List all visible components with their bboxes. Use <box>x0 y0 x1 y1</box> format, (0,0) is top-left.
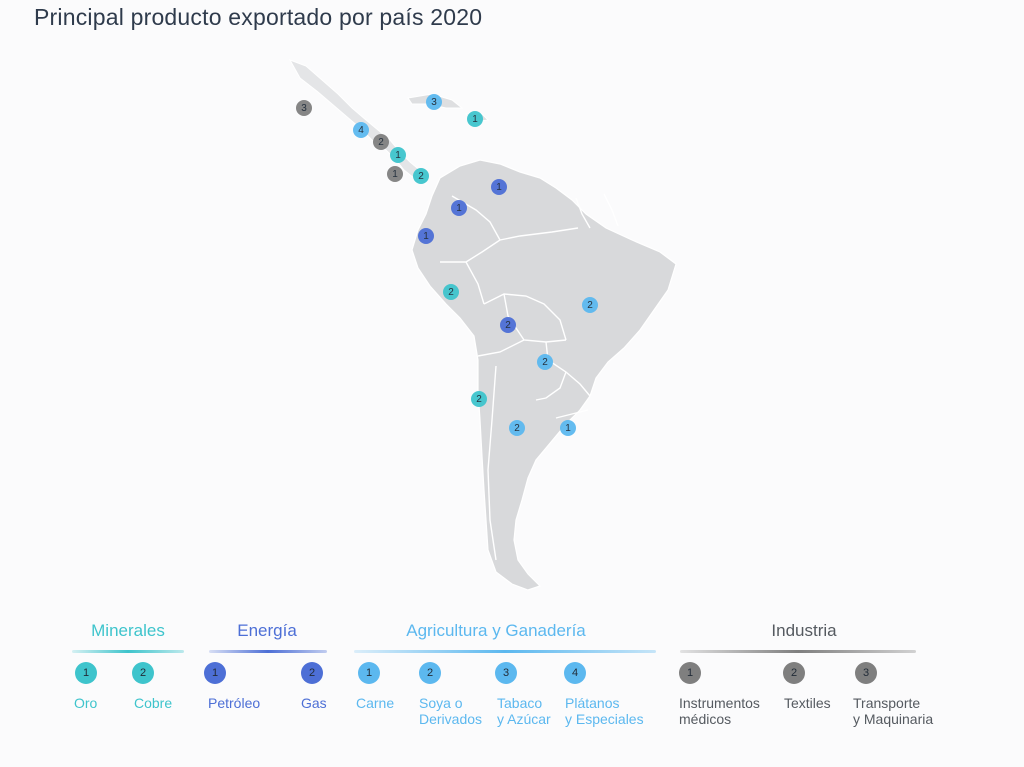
legend-title-industria: Industria <box>771 621 837 640</box>
map-marker-label: 2 <box>418 171 424 182</box>
map-marker-label: 4 <box>358 125 364 136</box>
map-marker-agricultura-2: 2 <box>509 420 525 436</box>
map-marker-agricultura-2: 2 <box>582 297 598 313</box>
legend-dot-textiles: 2 <box>783 662 805 684</box>
map-marker-energia-1: 1 <box>451 200 467 216</box>
legend-label-textiles: Textiles <box>784 695 831 711</box>
legend-label-carne: Carne <box>356 695 395 711</box>
central-america-land <box>288 59 427 185</box>
map-marker-circle <box>418 228 434 244</box>
map-marker-agricultura-2: 2 <box>537 354 553 370</box>
legend-dot-petroleo: 1 <box>204 662 226 684</box>
map-marker-label: 1 <box>496 182 502 193</box>
map-marker-label: 2 <box>542 357 548 368</box>
legend-label-instrumentos: Instrumentos médicos <box>679 695 760 727</box>
legend-dot-cobre: 2 <box>132 662 154 684</box>
map-marker-agricultura-3: 3 <box>426 94 442 110</box>
map-marker-circle <box>426 94 442 110</box>
map-marker-label: 1 <box>456 203 462 214</box>
legend-line-energia <box>209 650 327 653</box>
map-marker-label: 3 <box>431 97 437 108</box>
map-marker-label: 1 <box>423 231 429 242</box>
map-marker-industria-2: 2 <box>373 134 389 150</box>
legend-dot-oro: 1 <box>75 662 97 684</box>
legend-label-cobre: Cobre <box>134 695 173 711</box>
map-marker-circle <box>537 354 553 370</box>
legend-dot-platanos: 4 <box>564 662 586 684</box>
map-marker-circle <box>387 166 403 182</box>
landmass <box>288 59 677 591</box>
map-marker-circle <box>467 111 483 127</box>
legend-label-oro: Oro <box>74 695 98 711</box>
map-marker-circle <box>353 122 369 138</box>
map-marker-label: 2 <box>505 320 511 331</box>
south-america-land <box>411 159 677 591</box>
map-marker-circle <box>373 134 389 150</box>
map-marker-label: 1 <box>472 114 478 125</box>
legend-title-minerales: Minerales <box>91 621 165 640</box>
map-marker-minerales-1: 1 <box>390 147 406 163</box>
legend-title-agricultura: Agricultura y Ganadería <box>406 621 586 640</box>
map-marker-label: 2 <box>378 137 384 148</box>
map-marker-industria-1: 1 <box>387 166 403 182</box>
map-marker-circle <box>296 100 312 116</box>
map-marker-circle <box>560 420 576 436</box>
map-marker-circle <box>500 317 516 333</box>
legend-dot-gas: 2 <box>301 662 323 684</box>
map-marker-circle <box>491 179 507 195</box>
legend-label-transporte: Transporte y Maquinaria <box>853 695 934 727</box>
legend-label-platanos: Plátanos y Especiales <box>565 695 644 727</box>
map-marker-label: 1 <box>395 150 401 161</box>
map-marker-industria-3: 3 <box>296 100 312 116</box>
legend-label-tabaco: Tabaco y Azúcar <box>497 695 551 727</box>
legend-dot-carne: 1 <box>358 662 380 684</box>
map-marker-label: 2 <box>587 300 593 311</box>
map-marker-circle <box>471 391 487 407</box>
map-marker-energia-2: 2 <box>500 317 516 333</box>
map-marker-circle <box>451 200 467 216</box>
legend-line-industria <box>680 650 916 653</box>
legend-dot-tabaco: 3 <box>495 662 517 684</box>
map-marker-minerales-1: 1 <box>467 111 483 127</box>
legend-line-minerales <box>72 650 184 653</box>
map-marker-circle <box>413 168 429 184</box>
map-marker-minerales-2: 2 <box>413 168 429 184</box>
map-marker-circle <box>390 147 406 163</box>
map-marker-circle <box>582 297 598 313</box>
map-marker-label: 1 <box>392 169 398 180</box>
legend-label-petroleo: Petróleo <box>208 695 261 711</box>
legend-dot-soya: 2 <box>419 662 441 684</box>
legend-label-soya: Soya o Derivados <box>419 695 483 727</box>
map-marker-circle <box>443 284 459 300</box>
map-marker-circle <box>509 420 525 436</box>
page-title: Principal producto exportado por país 20… <box>34 4 483 30</box>
legend-label-gas: Gas <box>301 695 327 711</box>
legend-dot-transporte: 3 <box>855 662 877 684</box>
legend-dot-instrumentos: 1 <box>679 662 701 684</box>
map-marker-minerales-2: 2 <box>443 284 459 300</box>
map-marker-minerales-2: 2 <box>471 391 487 407</box>
map-marker-label: 2 <box>514 423 520 434</box>
legend-title-energia: Energía <box>237 621 297 640</box>
map-marker-energia-1: 1 <box>491 179 507 195</box>
map-marker-label: 2 <box>476 394 482 405</box>
legend-line-agricultura <box>354 650 656 653</box>
map-marker-agricultura-4: 4 <box>353 122 369 138</box>
map-marker-agricultura-1: 1 <box>560 420 576 436</box>
map-marker-energia-1: 1 <box>418 228 434 244</box>
map-marker-label: 2 <box>448 287 454 298</box>
map-marker-label: 3 <box>301 103 307 114</box>
map-marker-label: 1 <box>565 423 571 434</box>
